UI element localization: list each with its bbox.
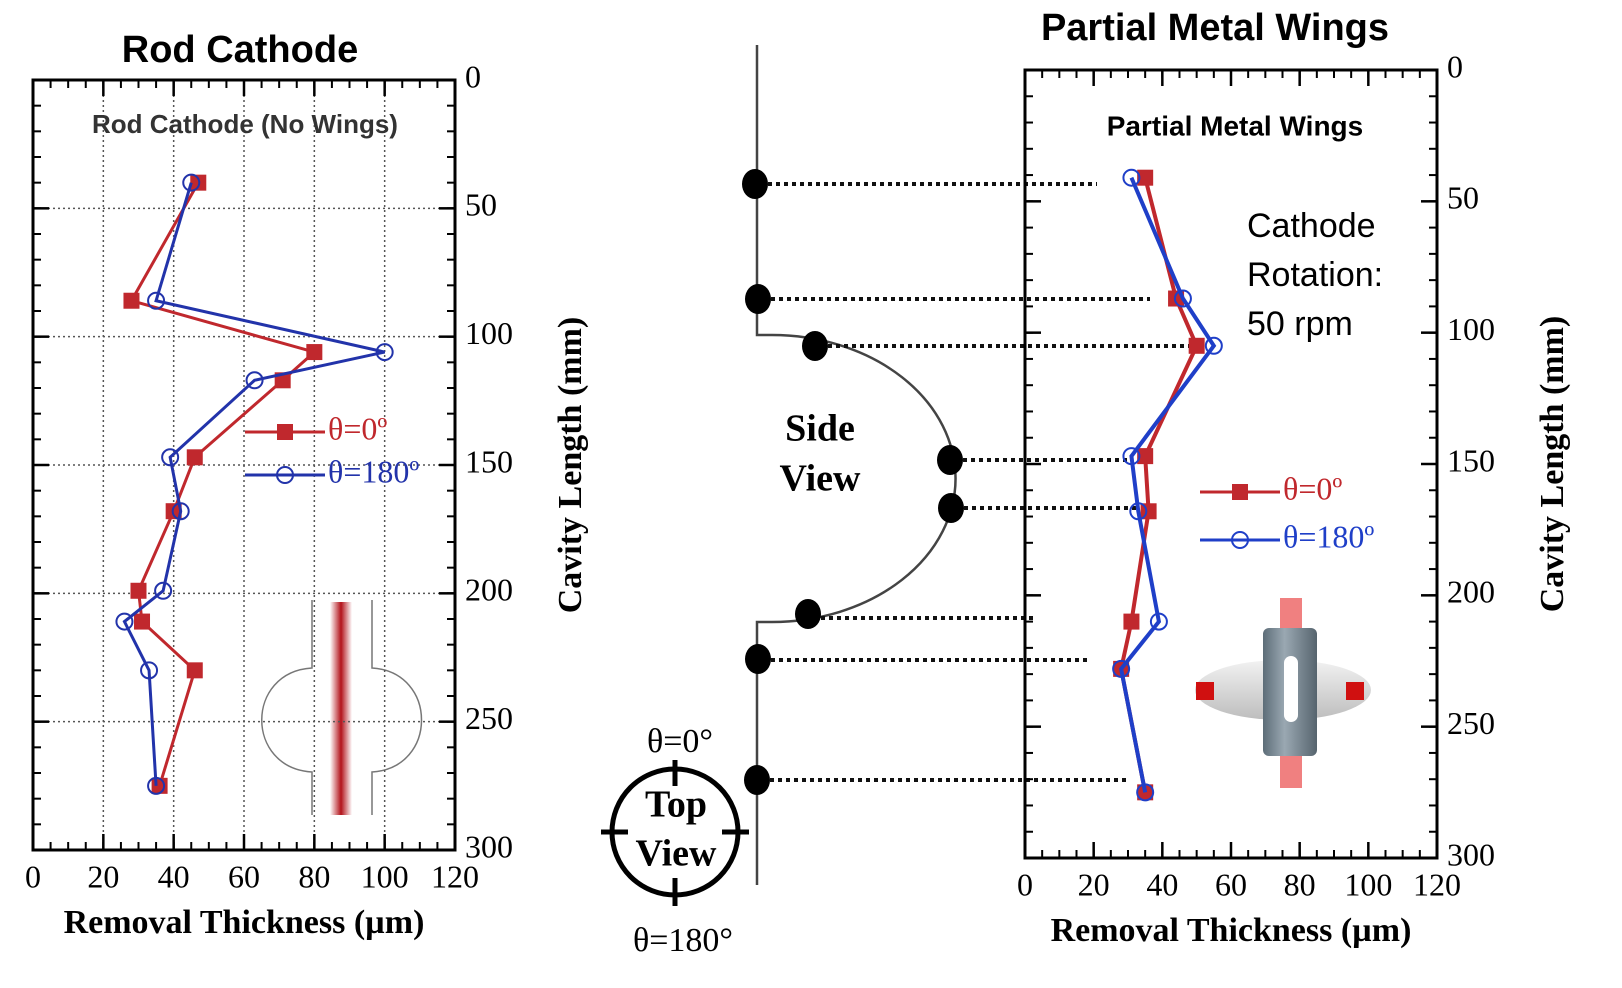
angle-label: θ=180°	[633, 922, 733, 959]
y-tick-label: 300	[1447, 836, 1495, 872]
wing-inset	[1195, 598, 1371, 788]
marker	[1149, 612, 1168, 631]
marker	[375, 343, 394, 362]
y-axis-label: Cavity Length (mm)	[552, 317, 589, 614]
marker	[1129, 502, 1148, 521]
top-label: View	[636, 833, 717, 875]
marker	[1122, 168, 1141, 187]
marker	[115, 612, 134, 631]
y-tick-label: 200	[1447, 574, 1495, 610]
marker	[161, 448, 180, 467]
x-tick-label: 20	[1078, 866, 1110, 902]
marker	[1173, 289, 1192, 308]
y-tick-label: 250	[1447, 705, 1495, 741]
legend-marker	[1232, 484, 1248, 500]
series-line	[129, 181, 318, 787]
legend-marker	[277, 424, 293, 440]
side-label: View	[780, 458, 861, 500]
series-line	[122, 182, 385, 786]
x-tick-label: 60	[1215, 866, 1247, 902]
marker	[154, 581, 173, 600]
x-tick-label: 40	[158, 858, 190, 894]
legend-marker	[1231, 531, 1249, 549]
legend-label: θ=180º	[328, 453, 419, 489]
side-view-diagram: Side View Top View θ=0° θ=180°	[601, 45, 1200, 959]
y-tick-label: 50	[1447, 180, 1479, 216]
legend-marker	[276, 466, 294, 484]
marker	[186, 662, 203, 679]
chart-title: Rod Cathode	[122, 29, 358, 71]
marker	[186, 449, 203, 466]
chart-subtitle: Rod Cathode (No Wings)	[92, 109, 398, 139]
x-tick-label: 20	[87, 858, 119, 894]
marker	[147, 776, 166, 795]
top-label: Top	[645, 784, 707, 826]
marker	[134, 613, 151, 630]
angle-label: θ=0°	[647, 723, 713, 760]
marker	[147, 291, 166, 310]
x-tick-label: 120	[1413, 866, 1461, 902]
chart-title: Partial Metal Wings	[1041, 7, 1389, 49]
marker	[306, 344, 323, 361]
x-tick-label: 60	[228, 858, 260, 894]
legend-label: θ=180º	[1283, 518, 1374, 554]
marker	[171, 502, 190, 521]
x-tick-label: 80	[1284, 866, 1316, 902]
chart: 0 20 40 60 80 100 120 0 50 100 150 200 250 300 Rod Cat…	[25, 29, 589, 941]
series-line	[1118, 176, 1217, 793]
x-axis-label: Removal Thickness (µm)	[1051, 912, 1412, 949]
x-tick-label: 100	[361, 858, 409, 894]
annotation: 50 rpm	[1247, 305, 1353, 343]
x-axis-label: Removal Thickness (µm)	[64, 904, 425, 941]
x-tick-label: 0	[25, 858, 41, 894]
y-tick-label: 250	[465, 700, 513, 736]
marker	[1137, 169, 1154, 186]
y-tick-label: 200	[465, 572, 513, 608]
legend-label: θ=0º	[328, 410, 387, 446]
marker	[1123, 613, 1140, 630]
marker	[140, 661, 159, 680]
side-label: Side	[785, 408, 855, 450]
y-tick-label: 50	[465, 187, 497, 223]
y-tick-label: 300	[465, 828, 513, 864]
chart-subtitle: Partial Metal Wings	[1107, 110, 1363, 141]
marker	[151, 777, 168, 794]
y-tick-label: 150	[1447, 442, 1495, 478]
marker	[182, 173, 201, 192]
marker	[1112, 659, 1131, 678]
marker	[130, 582, 147, 599]
marker	[1204, 336, 1223, 355]
y-tick-label: 100	[465, 315, 513, 351]
annotation: Rotation:	[1247, 256, 1383, 294]
marker	[123, 292, 140, 309]
marker	[1122, 447, 1141, 466]
marker	[1137, 448, 1154, 465]
x-tick-label: 120	[431, 858, 479, 894]
y-tick-label: 0	[1447, 48, 1463, 84]
x-tick-label: 100	[1344, 866, 1392, 902]
y-tick-label: 150	[465, 443, 513, 479]
x-tick-label: 0	[1017, 866, 1033, 902]
x-tick-label: 40	[1146, 866, 1178, 902]
rod-inset	[261, 600, 423, 815]
marker	[1188, 337, 1205, 354]
y-tick-label: 0	[465, 58, 481, 94]
x-tick-label: 80	[298, 858, 330, 894]
y-tick-label: 100	[1447, 311, 1495, 347]
series-line	[1119, 177, 1199, 793]
plot-frame	[1023, 68, 1439, 860]
y-axis-label: Cavity Length (mm)	[1534, 316, 1571, 613]
annotation: Cathode	[1247, 207, 1376, 245]
chart: 0 20 40 60 80 100 120 0 50 100 150 200 250 300 Partial…	[1017, 7, 1571, 949]
legend-label: θ=0º	[1283, 470, 1342, 506]
marker	[245, 371, 264, 390]
marker	[1136, 783, 1155, 802]
